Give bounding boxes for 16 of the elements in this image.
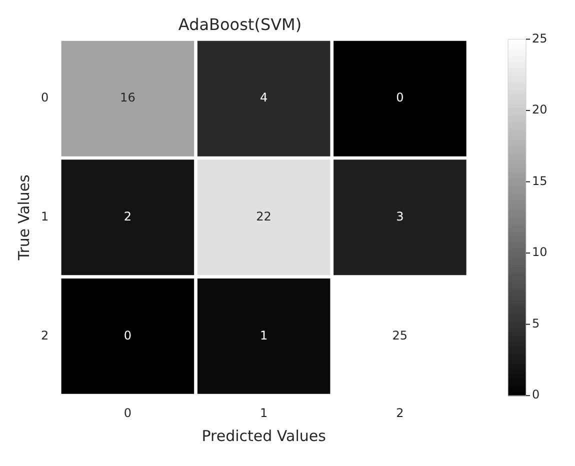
color-bar-label: 5: [532, 316, 540, 330]
y-axis-title: True Values: [14, 174, 33, 262]
color-bar-label: 25: [532, 31, 548, 46]
y-tick-label: 1: [40, 210, 49, 224]
color-bar-label: 0: [532, 388, 540, 402]
chart-title: AdaBoost(SVM): [178, 14, 302, 34]
y-tick-label: 2: [40, 328, 49, 342]
x-tick-label: 1: [260, 406, 268, 420]
x-tick-label: 0: [124, 406, 132, 420]
color-bar-label: 20: [532, 102, 548, 117]
color-bar-label: 15: [532, 174, 548, 188]
data-label: 25: [392, 328, 408, 342]
color-bar-label: 10: [532, 245, 548, 260]
x-tick-label: 2: [396, 406, 404, 420]
y-tick-label: 0: [40, 90, 49, 105]
x-axis-title: Predicted Values: [202, 426, 326, 445]
